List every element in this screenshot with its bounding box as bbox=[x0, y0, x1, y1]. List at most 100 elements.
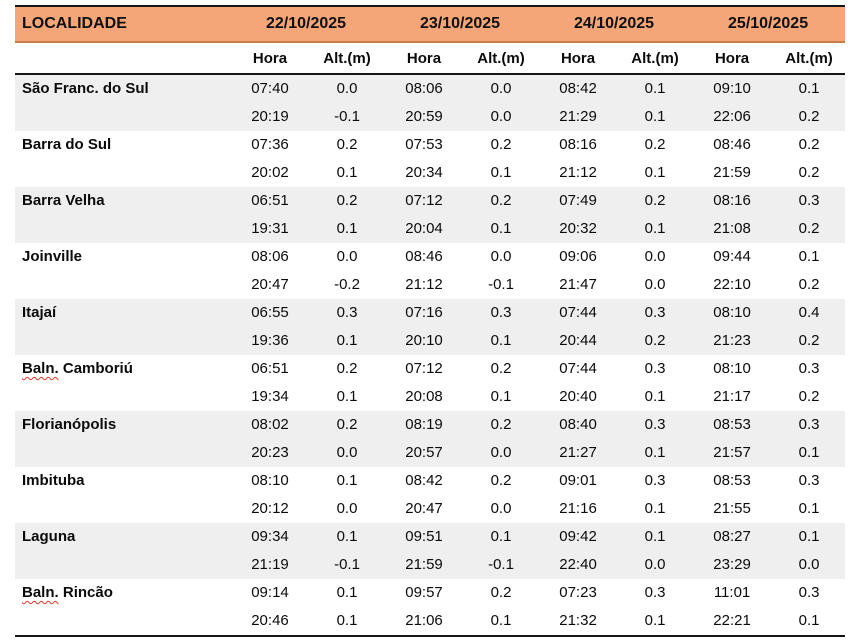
table-row: 20:46 0.1 21:06 0.1 21:32 0.1 22:21 0.1 bbox=[15, 607, 845, 636]
empty-subheader bbox=[15, 42, 229, 75]
alt-cell: -0.1 bbox=[311, 103, 384, 131]
alt-cell: 0.1 bbox=[644, 500, 666, 517]
locality-name: São Franc. do Sul bbox=[15, 74, 229, 131]
table-row: 20:19 -0.1 20:59 0.0 21:29 0.1 22:06 0.2 bbox=[15, 103, 846, 131]
hora-header: Hora bbox=[691, 42, 774, 75]
hora-cell: 21:23 bbox=[691, 327, 774, 355]
table-row: 21:19 -0.1 21:59 -0.1 22:40 0.0 23:29 0.0 bbox=[15, 551, 846, 579]
table-row: Barra Velha 06:51 0.2 07:12 0.2 07:49 0.2 08:16… bbox=[15, 187, 846, 243]
hora-cell: 09:14 bbox=[251, 584, 289, 601]
locality-name-text: Laguna bbox=[22, 528, 76, 545]
hora-cell: 07:44 bbox=[537, 299, 620, 327]
locality-name: Baln. Rincão bbox=[15, 579, 229, 636]
locality-name: Laguna bbox=[15, 523, 229, 579]
alt-cell: 0.3 bbox=[798, 584, 820, 601]
alt-cell: 0.3 bbox=[311, 299, 384, 327]
alt-cell: 0.3 bbox=[644, 584, 666, 601]
alt-cell: 0.2 bbox=[465, 187, 538, 215]
alt-cell: 0.1 bbox=[798, 612, 820, 629]
table-row: Florianópolis 08:02 0.2 08:19 0.2 08:40 0.3 08:… bbox=[15, 411, 846, 467]
alt-header: Alt.(m) bbox=[773, 42, 846, 75]
alt-cell: 0.0 bbox=[311, 439, 384, 467]
hora-cell: 08:06 bbox=[251, 248, 289, 265]
hora-cell: 22:21 bbox=[713, 612, 751, 629]
table-row: Itajaí 06:55 0.3 07:16 0.3 07:44 0.3 08:10 0.4 bbox=[15, 299, 846, 355]
hora-cell: 08:16 bbox=[559, 136, 597, 153]
table-row: Imbituba 08:10 0.1 08:42 0.2 09:01 0.3 08:53 0.3 bbox=[15, 467, 845, 495]
table-row: 20:23 0.0 20:57 0.0 21:27 0.1 21:57 0.1 bbox=[15, 439, 846, 467]
alt-cell: 0.3 bbox=[644, 472, 666, 489]
hora-cell: 20:08 bbox=[405, 388, 443, 405]
locality-name: Florianópolis bbox=[15, 411, 229, 467]
hora-cell: 21:12 bbox=[405, 276, 443, 293]
hora-cell: 08:10 bbox=[691, 299, 774, 327]
locality-name-flagged: Baln. bbox=[22, 360, 59, 377]
header-row-subcolumns: Hora Alt.(m) Hora Alt.(m) Hora Alt.(m) H… bbox=[15, 42, 846, 75]
alt-cell: 0.1 bbox=[336, 388, 358, 405]
hora-cell: 09:57 bbox=[405, 584, 443, 601]
hora-cell: 08:10 bbox=[713, 360, 751, 377]
hora-cell: 20:19 bbox=[229, 103, 311, 131]
hora-cell: 09:44 bbox=[713, 248, 751, 265]
table-row: Baln. Rincão 09:14 0.1 09:57 0.2 07:23 0.3 11:0… bbox=[15, 579, 845, 607]
alt-cell: 0.1 bbox=[798, 248, 820, 265]
hora-cell: 07:12 bbox=[383, 187, 466, 215]
alt-cell: 0.3 bbox=[773, 411, 846, 439]
hora-cell: 19:36 bbox=[229, 327, 311, 355]
hora-cell: 20:23 bbox=[229, 439, 311, 467]
alt-cell: 0.2 bbox=[798, 276, 820, 293]
alt-cell: 0.1 bbox=[619, 215, 692, 243]
locality-name-text: Imbituba bbox=[22, 472, 85, 489]
hora-cell: 19:31 bbox=[229, 215, 311, 243]
alt-cell: 0.1 bbox=[773, 74, 846, 103]
hora-header: Hora bbox=[537, 42, 620, 75]
hora-cell: 21:59 bbox=[383, 551, 466, 579]
hora-cell: 21:16 bbox=[559, 500, 597, 517]
hora-cell: 06:51 bbox=[229, 187, 311, 215]
alt-cell: 0.2 bbox=[619, 327, 692, 355]
hora-cell: 09:10 bbox=[691, 74, 774, 103]
hora-cell: 22:10 bbox=[713, 276, 751, 293]
alt-cell: 0.1 bbox=[465, 523, 538, 551]
alt-cell: 0.1 bbox=[311, 215, 384, 243]
alt-cell: 0.1 bbox=[336, 164, 358, 181]
hora-cell: 07:40 bbox=[229, 74, 311, 103]
alt-cell: 0.1 bbox=[311, 523, 384, 551]
hora-cell: 22:40 bbox=[537, 551, 620, 579]
locality-name-text: Barra Velha bbox=[22, 192, 105, 209]
alt-cell: 0.2 bbox=[773, 103, 846, 131]
hora-cell: 08:42 bbox=[537, 74, 620, 103]
hora-cell: 08:19 bbox=[383, 411, 466, 439]
table-row: Barra do Sul 07:36 0.2 07:53 0.2 08:16 0.2 08:4… bbox=[15, 131, 845, 159]
hora-cell: 20:59 bbox=[383, 103, 466, 131]
alt-cell: 0.1 bbox=[490, 164, 512, 181]
alt-cell: 0.2 bbox=[311, 411, 384, 439]
hora-cell: 07:36 bbox=[251, 136, 289, 153]
alt-cell: -0.1 bbox=[465, 551, 538, 579]
hora-cell: 23:29 bbox=[691, 551, 774, 579]
table-row: 19:36 0.1 20:10 0.1 20:44 0.2 21:23 0.2 bbox=[15, 327, 846, 355]
hora-header: Hora bbox=[229, 42, 311, 75]
alt-cell: 0.2 bbox=[490, 584, 512, 601]
locality-name-text: Itajaí bbox=[22, 304, 57, 321]
hora-cell: 21:29 bbox=[537, 103, 620, 131]
localidade-header: LOCALIDADE bbox=[15, 5, 229, 43]
alt-cell: 0.0 bbox=[336, 500, 358, 517]
hora-cell: 21:59 bbox=[713, 164, 751, 181]
hora-cell: 20:12 bbox=[251, 500, 289, 517]
locality-name-flagged: Baln. bbox=[22, 584, 59, 601]
locality-name-text: Camboriú bbox=[58, 360, 133, 377]
hora-cell: 20:32 bbox=[537, 215, 620, 243]
alt-cell: 0.2 bbox=[465, 411, 538, 439]
hora-cell: 08:42 bbox=[405, 472, 443, 489]
alt-cell: 0.3 bbox=[619, 411, 692, 439]
alt-cell: 0.2 bbox=[644, 136, 666, 153]
locality-name-text: Florianópolis bbox=[22, 416, 117, 433]
alt-cell: 0.2 bbox=[798, 136, 820, 153]
hora-cell: 06:55 bbox=[229, 299, 311, 327]
locality-name: Barra Velha bbox=[15, 187, 229, 243]
header-row-dates: LOCALIDADE 22/10/2025 23/10/2025 24/10/2… bbox=[15, 5, 846, 43]
hora-cell: 08:46 bbox=[713, 136, 751, 153]
alt-cell: 0.0 bbox=[490, 248, 512, 265]
alt-cell: 0.0 bbox=[619, 551, 692, 579]
